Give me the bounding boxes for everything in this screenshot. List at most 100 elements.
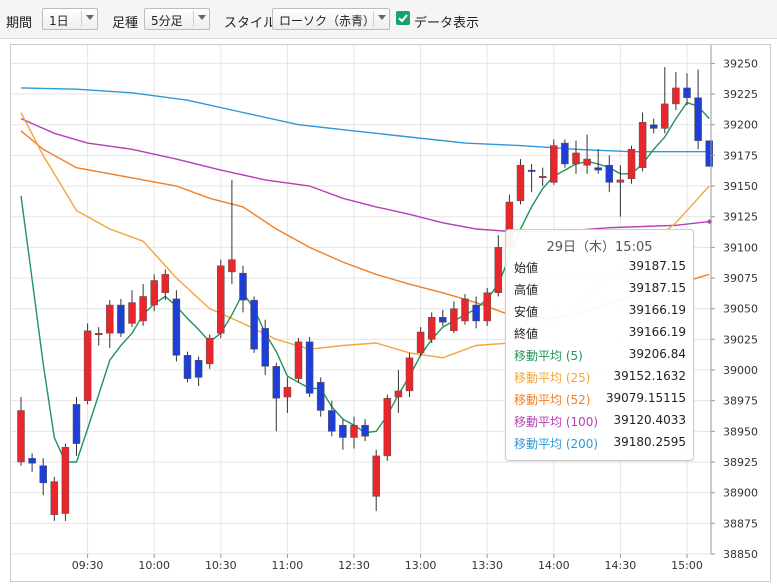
candle[interactable] [83,323,92,405]
candle-body [472,304,480,322]
candle[interactable] [283,377,292,413]
candle-body [661,103,669,129]
candle[interactable] [172,290,181,362]
candle[interactable] [494,235,503,297]
tooltip-row-high: 高値 39187.15 [514,281,686,303]
candle-body [538,175,547,178]
candle-body [583,158,591,166]
y-tick-label: 39100 [723,241,758,254]
candle-body [383,397,392,457]
candle[interactable] [183,351,192,383]
tooltip-label: 始値 [514,261,539,275]
candle[interactable] [483,287,491,326]
y-tick-label: 38875 [723,517,758,530]
candle[interactable] [217,259,225,339]
candle-body [28,458,36,464]
candle[interactable] [50,476,59,521]
tooltip-label: 移動平均 (5) [514,349,583,363]
candle-body [672,87,680,105]
candle[interactable] [228,179,236,285]
candle-body [361,424,369,437]
candle[interactable] [150,274,158,312]
candle[interactable] [394,370,403,413]
candle[interactable] [316,377,325,417]
candle[interactable] [439,309,447,326]
y-tick-label: 38850 [723,548,758,561]
candle[interactable] [350,416,358,449]
ashi-select[interactable]: 5分足 [144,8,210,30]
candle-body [83,330,92,401]
candle[interactable] [361,419,369,442]
y-tick-label: 39200 [723,119,758,132]
candle[interactable] [450,301,458,334]
candle[interactable] [550,139,558,185]
candle[interactable] [583,134,591,174]
candle[interactable] [516,159,525,205]
candle[interactable] [161,269,170,301]
candle[interactable] [594,149,602,174]
candle[interactable] [416,327,425,357]
candle[interactable] [72,397,81,456]
tooltip-row-ma25: 移動平均 (25) 39152.1632 [514,369,686,391]
candle[interactable] [94,327,103,346]
candle-body [61,447,70,514]
tooltip-label: 移動平均 (52) [514,393,591,407]
tooltip-label: 高値 [514,283,539,297]
period-select[interactable]: 1日 [42,8,98,30]
candle[interactable] [638,112,647,172]
chevron-down-icon [86,15,94,20]
ashi-label: 足種 [112,16,139,31]
candle[interactable] [339,419,347,450]
y-tick-label: 39250 [723,57,758,70]
candle[interactable] [17,397,25,466]
candle[interactable] [461,293,469,325]
period-select-divider [81,11,82,27]
candle[interactable] [405,352,414,398]
candle[interactable] [383,394,392,461]
candle[interactable] [538,167,547,187]
candle[interactable] [205,334,214,369]
moving-average-line [20,117,710,233]
candle-body [705,140,713,167]
candle-body [106,304,114,334]
candle-body [427,317,436,340]
candle[interactable] [61,443,70,521]
candle[interactable] [627,145,636,184]
candle[interactable] [28,453,36,472]
candle[interactable] [616,165,625,217]
candle[interactable] [305,336,314,398]
candle[interactable] [106,300,114,348]
candle[interactable] [294,338,303,383]
candle[interactable] [117,298,125,337]
candle[interactable] [527,163,536,193]
tooltip-value: 39206.84 [628,347,686,361]
candle[interactable] [261,319,269,375]
candle[interactable] [328,400,336,437]
candle[interactable] [572,140,580,174]
candle[interactable] [239,265,247,313]
candle[interactable] [128,290,136,328]
candle[interactable] [694,69,702,150]
candle[interactable] [39,458,47,496]
candle[interactable] [139,284,147,326]
candle[interactable] [372,449,380,512]
candle[interactable] [561,139,569,168]
candles [17,67,713,521]
candle[interactable] [427,312,436,344]
candle[interactable] [194,356,203,386]
candle[interactable] [250,296,258,353]
candle[interactable] [472,296,480,329]
x-tick-label: 14:30 [605,559,637,572]
style-select[interactable]: ローソク（赤青） [272,8,390,30]
y-tick-label: 39075 [723,272,758,285]
candle-body [339,424,347,438]
candle[interactable] [272,362,281,432]
y-tick-label: 38900 [723,487,758,500]
candle[interactable] [649,118,658,134]
candle[interactable] [605,155,614,193]
data-display-checkbox[interactable] [396,11,410,25]
candle[interactable] [672,71,680,111]
candle[interactable] [683,73,691,106]
candle[interactable] [661,67,669,134]
candle[interactable] [705,140,713,167]
